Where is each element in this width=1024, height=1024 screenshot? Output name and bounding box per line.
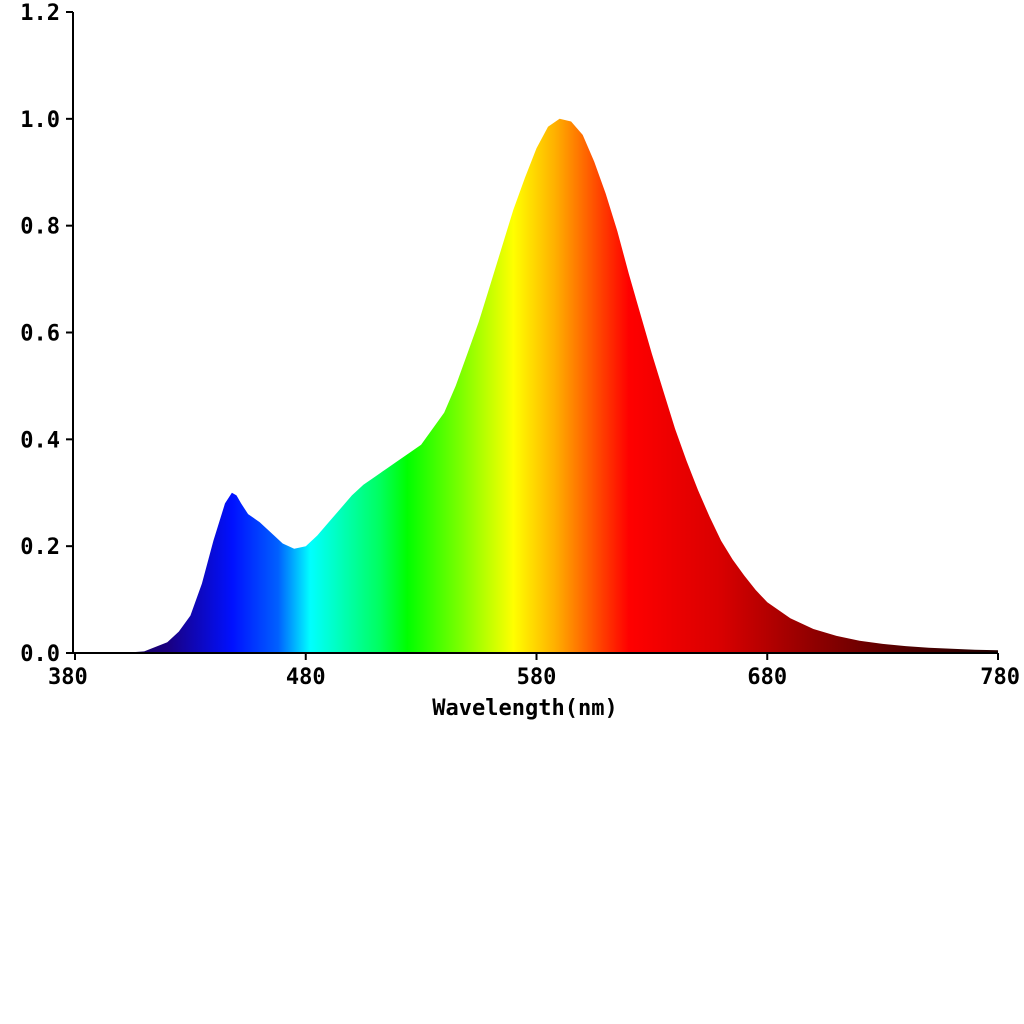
y-tick-label: 0.8	[20, 215, 60, 240]
x-axis-title: Wavelength(nm)	[432, 696, 617, 721]
y-tick-label: 0.0	[20, 642, 60, 667]
x-tick-label: 680	[747, 665, 787, 690]
y-tick-label: 1.2	[20, 1, 60, 26]
y-tick-label: 1.0	[20, 108, 60, 133]
y-axis-ticks: 0.0 0.2 0.4 0.6 0.8 1.0 1.2	[20, 1, 73, 667]
x-tick-label: 780	[980, 665, 1020, 690]
spectrum-area	[75, 118, 998, 654]
x-tick-label: 580	[517, 665, 557, 690]
x-tick-label: 380	[48, 665, 88, 690]
y-tick-label: 0.2	[20, 535, 60, 560]
x-tick-label: 480	[286, 665, 326, 690]
y-tick-label: 0.6	[20, 322, 60, 347]
y-tick-label: 0.4	[20, 428, 60, 453]
x-axis-ticks: 380 480 580 680 780	[48, 653, 1020, 690]
